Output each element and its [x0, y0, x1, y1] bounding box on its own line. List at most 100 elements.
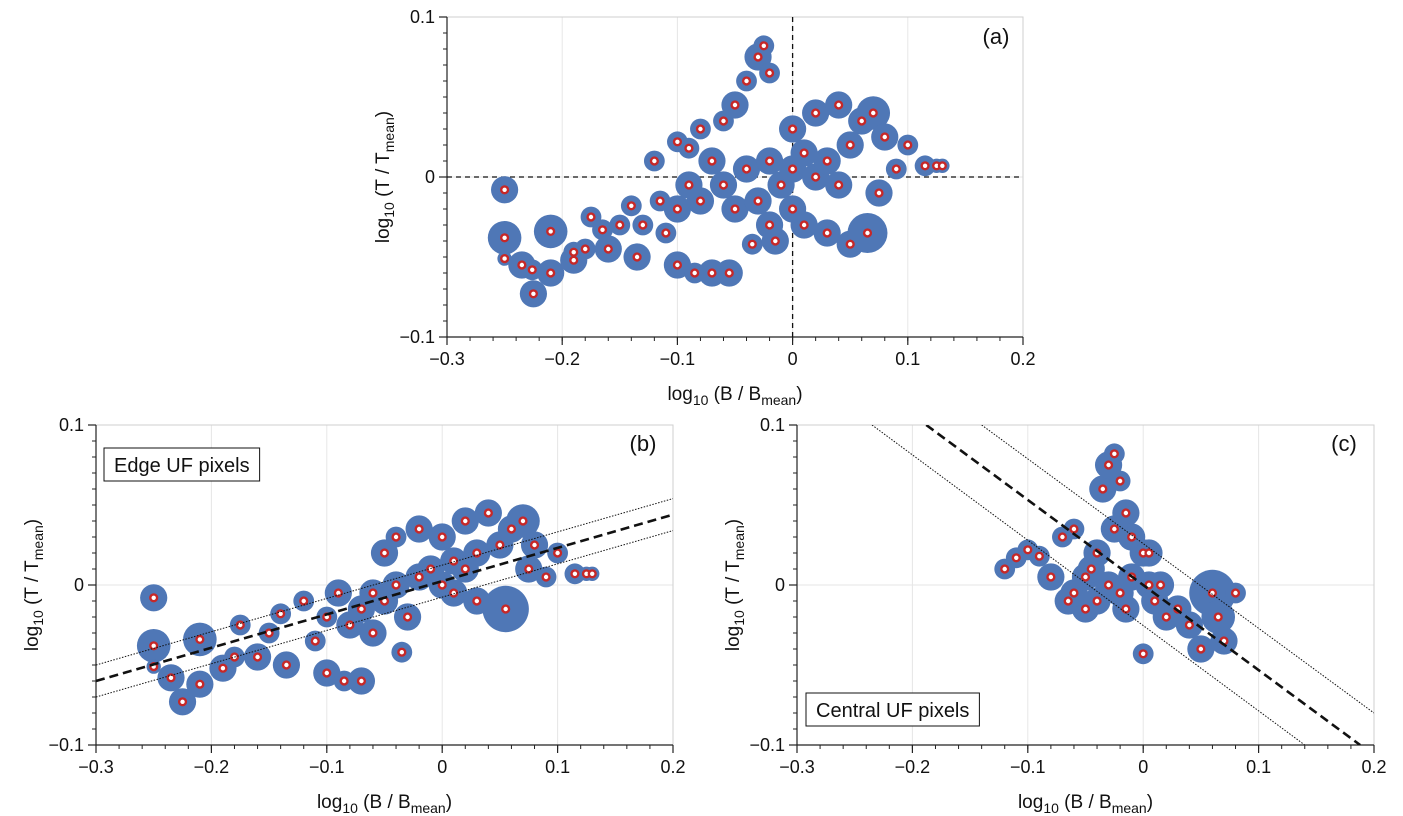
y-tick-label: −0.1	[399, 327, 435, 347]
panel-label: (b)	[630, 431, 657, 456]
y-axis-label: log10 (T / Tmean)	[373, 111, 397, 243]
data-point	[345, 620, 355, 630]
data-point	[368, 628, 378, 638]
data-point	[391, 580, 401, 590]
data-point	[724, 268, 734, 278]
data-point	[753, 52, 763, 62]
x-tick-label: −0.3	[78, 757, 114, 777]
data-point	[787, 204, 798, 214]
data-point	[460, 516, 470, 526]
data-point	[529, 540, 540, 550]
y-tick-label: 0.1	[410, 7, 435, 27]
data-point	[1121, 508, 1131, 518]
data-point	[753, 196, 763, 206]
fit-line	[925, 425, 1361, 745]
data-point	[356, 604, 367, 614]
x-tick-label: 0.1	[545, 757, 570, 777]
data-point	[1080, 572, 1091, 582]
data-point	[397, 647, 407, 657]
x-tick-label: −0.2	[544, 349, 580, 369]
x-tick-label: 0.1	[1246, 757, 1271, 777]
data-point	[414, 572, 424, 582]
data-point	[1115, 476, 1125, 486]
data-point	[322, 668, 332, 678]
data-point	[1063, 596, 1073, 606]
data-point	[1196, 644, 1206, 654]
data-point	[880, 132, 890, 142]
data-point	[770, 236, 780, 246]
data-point	[834, 100, 844, 110]
x-tick-label: 0.2	[660, 757, 685, 777]
x-tick-label: −0.1	[309, 757, 345, 777]
data-point	[690, 268, 700, 278]
data-point	[587, 569, 597, 579]
data-point	[707, 156, 717, 166]
panel-label: (c)	[1331, 431, 1357, 456]
data-point	[552, 548, 563, 558]
x-axis-label: log10 (B / Bmean)	[1018, 792, 1153, 816]
data-point	[741, 164, 752, 174]
data-point	[177, 697, 188, 707]
data-point	[672, 137, 683, 147]
box-label-frame	[103, 447, 261, 482]
x-tick-label: 0.2	[1010, 349, 1035, 369]
y-tick-label: 0	[425, 167, 435, 187]
data-point	[834, 180, 844, 190]
data-point	[149, 641, 159, 651]
data-point	[1138, 649, 1148, 659]
data-point	[546, 268, 556, 278]
panel-label: (a)	[983, 24, 1010, 49]
band-upper-line	[981, 425, 1374, 714]
data-point	[707, 268, 717, 278]
data-point	[891, 164, 901, 174]
data-point	[632, 252, 642, 262]
x-axis-label: log10 (B / Bmean)	[317, 792, 452, 816]
x-tick-label: 0.2	[1361, 757, 1386, 777]
y-tick-label: 0	[775, 575, 785, 595]
data-point	[414, 524, 424, 534]
panel-b: −0.3 −0.2 −0.1 0 0.1 0.2 −0.1 0 0.1 log10 (B / Bm…	[22, 415, 686, 816]
data-point	[518, 516, 528, 526]
y-tick-label: 0.1	[760, 415, 785, 435]
data-point	[747, 239, 757, 249]
data-point	[661, 228, 671, 238]
data-point	[391, 532, 401, 542]
panel-c: −0.3 −0.2 −0.1 0 0.1 0.2 −0.1 0 0.1 log10 (B / Bm…	[723, 415, 1387, 816]
data-point	[460, 564, 470, 574]
y-tick-label: −0.1	[749, 735, 785, 755]
y-tick-label: 0	[74, 575, 84, 595]
data-point	[299, 596, 309, 606]
data-point	[472, 596, 482, 606]
x-tick-label: −0.1	[1010, 757, 1046, 777]
fit-line	[96, 513, 673, 683]
data-point	[937, 161, 947, 171]
data-point	[483, 508, 493, 518]
data-point	[449, 588, 459, 598]
data-point	[764, 156, 775, 166]
data-point	[580, 244, 590, 254]
data-point	[586, 212, 596, 222]
data-point	[695, 124, 706, 134]
data-point	[684, 143, 694, 153]
data-point	[730, 204, 740, 214]
data-point	[874, 188, 884, 198]
x-tick-label: −0.2	[895, 757, 931, 777]
data-point	[730, 100, 740, 110]
data-point	[787, 124, 798, 134]
data-point	[495, 540, 505, 550]
data-point	[368, 588, 378, 598]
data-point	[1046, 572, 1056, 582]
data-point	[541, 572, 551, 582]
data-point	[235, 620, 245, 630]
data-point	[517, 260, 527, 270]
data-point	[501, 604, 511, 614]
x-tick-label: −0.3	[779, 757, 815, 777]
data-point	[1161, 612, 1171, 622]
data-point	[1155, 580, 1166, 590]
data-point	[1098, 484, 1108, 494]
data-point	[310, 636, 320, 646]
x-tick-label: 0	[788, 349, 798, 369]
data-point	[252, 652, 263, 662]
data-point	[811, 172, 821, 182]
data-point	[333, 588, 343, 598]
